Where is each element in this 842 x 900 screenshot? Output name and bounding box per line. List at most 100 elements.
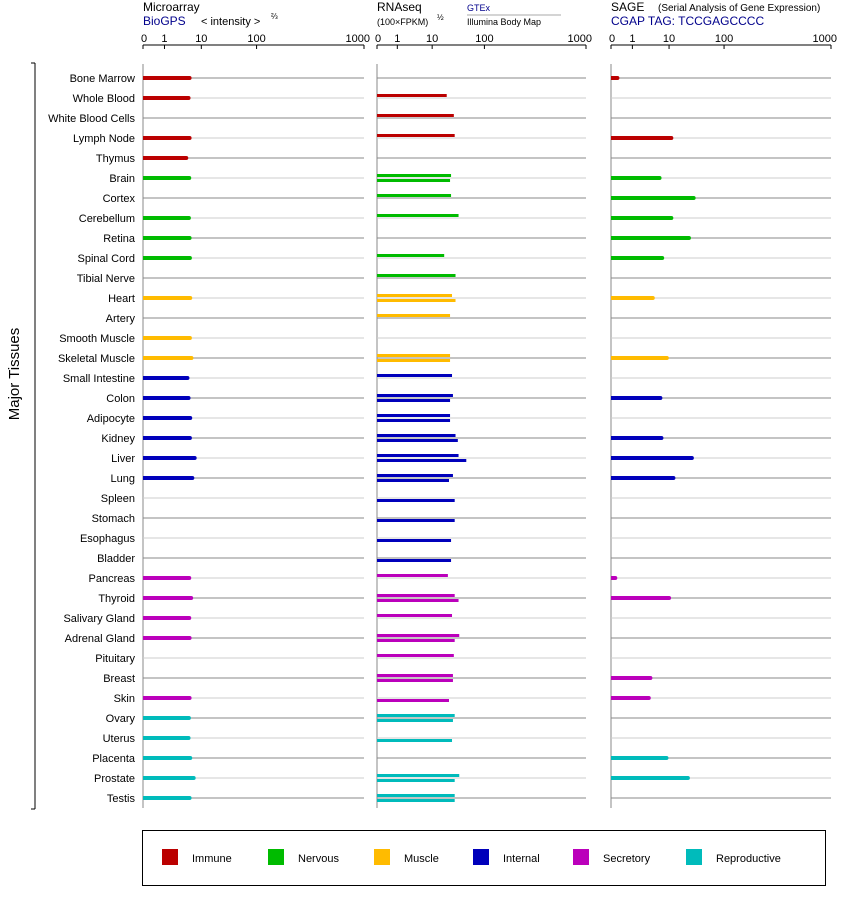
bar-illumina-body-map-bladder <box>377 559 452 562</box>
bar-cap-biogps-cerebellum <box>186 216 191 220</box>
rnaseq-title: RNAseq <box>377 0 422 14</box>
category-label-pancreas: Pancreas <box>89 573 136 585</box>
bar-gtex-breast <box>377 674 453 677</box>
bar-biogps-skeletal-muscle <box>143 356 192 360</box>
bar-illumina-body-map-lung <box>377 479 449 482</box>
category-label-retina: Retina <box>103 233 136 245</box>
rnaseq-unit: (100×FPKM) <box>377 17 428 27</box>
bar-gtex-thyroid <box>377 594 455 597</box>
bar-cap-biogps-smooth-muscle <box>187 336 192 340</box>
legend-swatch-reproductive <box>686 849 702 865</box>
bar-cap-biogps-kidney <box>187 436 192 440</box>
bar-gtex-pancreas <box>377 574 448 577</box>
bar-illumina-body-map-uterus <box>377 739 453 742</box>
bar-biogps-liver <box>143 456 195 460</box>
category-label-stomach: Stomach <box>92 513 135 525</box>
bar-gtex-prostate <box>377 774 460 777</box>
bar-sage-lymph-node <box>611 136 672 140</box>
bar-illumina-body-map-skeletal-muscle <box>377 359 451 362</box>
bar-biogps-spinal-cord <box>143 256 190 260</box>
microarray-tick-label-10: 10 <box>195 33 207 45</box>
category-label-prostate: Prostate <box>94 773 135 785</box>
legend-swatch-immune <box>162 849 178 865</box>
bar-illumina-body-map-stomach <box>377 519 455 522</box>
microarray-unit-exponent: ⅔ <box>271 12 278 21</box>
rnaseq-tick-label-0: 0 <box>375 33 381 45</box>
bar-cap-sage-retina <box>686 236 691 240</box>
bar-sage-spinal-cord <box>611 256 663 260</box>
bar-sage-skeletal-muscle <box>611 356 667 360</box>
bar-sage-thyroid <box>611 596 670 600</box>
bar-illumina-body-map-ovary <box>377 719 453 722</box>
legend-label-internal: Internal <box>503 853 540 865</box>
legend-swatch-secretory <box>573 849 589 865</box>
bar-cap-biogps-pancreas <box>187 576 192 580</box>
bar-gtex-lymph-node <box>377 134 455 137</box>
microarray-tick-label-1000: 1000 <box>346 33 370 45</box>
category-label-bone-marrow: Bone Marrow <box>70 73 135 85</box>
bar-biogps-brain <box>143 176 190 180</box>
sage-tick-label-0: 0 <box>609 33 615 45</box>
bar-biogps-bone-marrow <box>143 76 190 80</box>
category-label-cortex: Cortex <box>103 193 136 205</box>
category-label-cerebellum: Cerebellum <box>79 213 135 225</box>
bar-illumina-body-map-breast <box>377 679 453 682</box>
bar-biogps-pancreas <box>143 576 190 580</box>
category-label-white-blood-cells: White Blood Cells <box>48 113 135 125</box>
legend-label-secretory: Secretory <box>603 853 651 865</box>
bar-cap-biogps-thyroid <box>189 596 194 600</box>
category-label-pituitary: Pituitary <box>95 653 135 665</box>
bar-cap-sage-lymph-node <box>669 136 674 140</box>
bar-cap-sage-thyroid <box>667 596 672 600</box>
rnaseq-unit-exponent: ½ <box>437 13 444 22</box>
bar-sage-kidney <box>611 436 662 440</box>
bar-gtex-kidney <box>377 434 456 437</box>
bar-gtex-adipocyte <box>377 414 451 417</box>
category-label-skeletal-muscle: Skeletal Muscle <box>58 353 135 365</box>
bar-biogps-heart <box>143 296 191 300</box>
bar-cap-sage-heart <box>650 296 655 300</box>
bar-biogps-small-intestine <box>143 376 188 380</box>
bar-cap-biogps-skeletal-muscle <box>189 356 194 360</box>
category-label-whole-blood: Whole Blood <box>73 93 135 105</box>
microarray-tick-label-100: 100 <box>247 33 265 45</box>
category-label-lymph-node: Lymph Node <box>73 133 135 145</box>
bar-sage-brain <box>611 176 660 180</box>
category-label-salivary-gland: Salivary Gland <box>63 613 135 625</box>
bar-gtex-ovary <box>377 714 455 717</box>
rnaseq-tick-label-1: 1 <box>394 33 400 45</box>
bar-cap-biogps-liver <box>192 456 197 460</box>
bar-cap-biogps-retina <box>187 236 192 240</box>
bar-illumina-body-map-brain <box>377 179 451 182</box>
bar-gtex-spinal-cord <box>377 254 445 257</box>
bar-biogps-uterus <box>143 736 189 740</box>
bar-cap-biogps-brain <box>187 176 192 180</box>
bar-sage-cerebellum <box>611 216 672 220</box>
sage-tick-label-1000: 1000 <box>813 33 837 45</box>
bar-cap-biogps-placenta <box>188 756 193 760</box>
bar-cap-sage-breast <box>648 676 653 680</box>
bar-gtex-pituitary <box>377 654 454 657</box>
bar-illumina-body-map-prostate <box>377 779 455 782</box>
category-label-esophagus: Esophagus <box>80 533 136 545</box>
bar-cap-sage-spinal-cord <box>660 256 665 260</box>
bar-gtex-lung <box>377 474 453 477</box>
bar-illumina-body-map-thyroid <box>377 599 459 602</box>
bar-cap-biogps-prostate <box>191 776 196 780</box>
bar-cap-sage-skeletal-muscle <box>664 356 669 360</box>
category-label-adrenal-gland: Adrenal Gland <box>65 633 135 645</box>
bar-biogps-kidney <box>143 436 190 440</box>
bar-biogps-whole-blood <box>143 96 189 100</box>
category-label-kidney: Kidney <box>101 433 135 445</box>
bar-cap-biogps-thymus <box>184 156 189 160</box>
bar-biogps-colon <box>143 396 189 400</box>
bar-illumina-body-map-liver <box>377 459 467 462</box>
bar-cap-biogps-lung <box>190 476 195 480</box>
bar-cap-biogps-ovary <box>186 716 191 720</box>
bar-cap-sage-cerebellum <box>669 216 674 220</box>
category-label-testis: Testis <box>107 793 136 805</box>
bar-biogps-testis <box>143 796 190 800</box>
bar-gtex-small-intestine <box>377 374 453 377</box>
bar-sage-placenta <box>611 756 667 760</box>
